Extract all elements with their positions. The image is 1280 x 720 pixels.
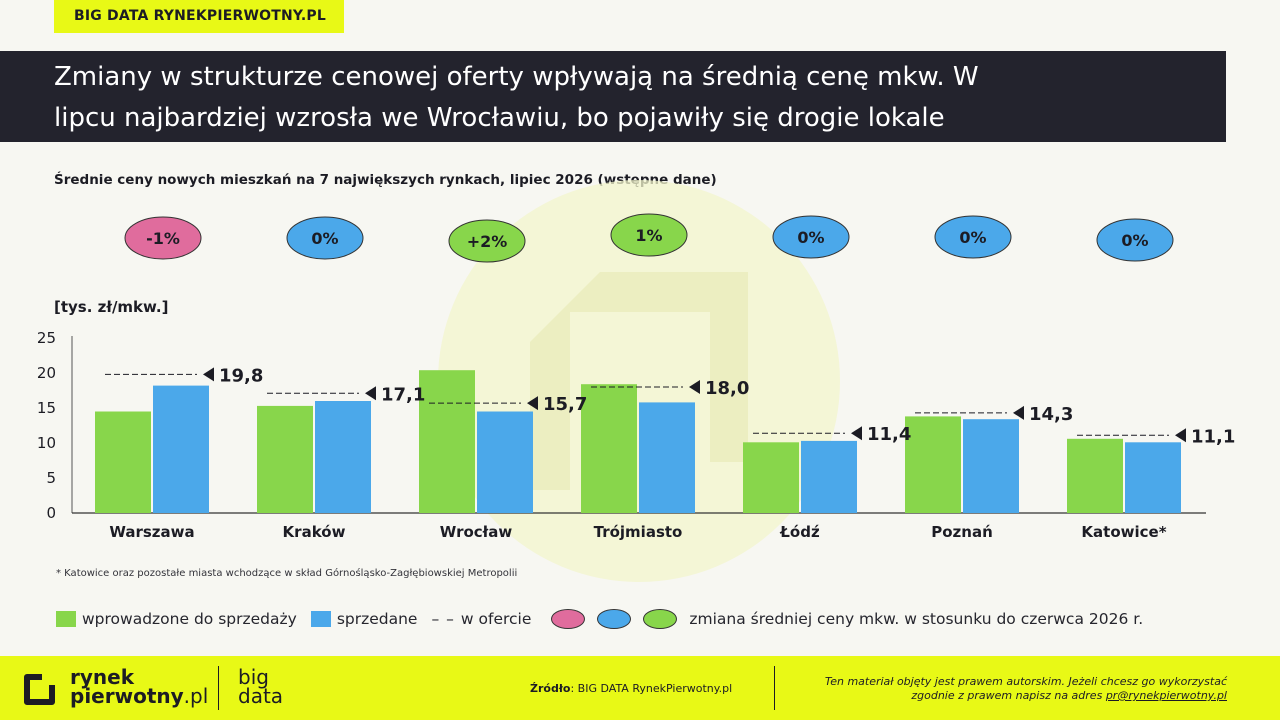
x-tick-label: Łódź [779,523,820,541]
y-tick-label: 0 [46,504,56,522]
offer-value-label: 14,3 [1029,404,1073,425]
change-badge [1096,218,1174,262]
legend-item-offer: – – w ofercie [431,610,531,628]
footer-separator-2 [774,666,775,710]
legend-swatch-green [56,611,76,627]
source-label: Źródło [530,682,571,695]
x-tick-label: Warszawa [109,523,194,541]
offer-marker [203,367,214,382]
brand-tag: BIG DATA RYNEKPIERWOTNY.PL [54,0,344,33]
copyright-note: Ten materiał objęty jest prawem autorski… [767,675,1227,703]
bar-introduced [743,442,799,513]
legend-label-sold: sprzedane [336,610,418,628]
x-tick-label: Poznań [931,523,993,541]
bar-sold [801,440,857,513]
legend-ellipse-blue [597,609,632,629]
source-text: : BIG DATA RynekPierwotny.pl [570,682,733,695]
legend-item-introduced: wprowadzone do sprzedaży [56,610,297,628]
bar-sold [477,411,533,513]
title-line-2: lipcu najbardziej wzrosła we Wrocławiu, … [54,103,945,133]
change-badge [610,213,688,257]
change-badge-label: 0% [959,228,986,247]
big-data-logo: big data [238,665,284,708]
legend-label-offer: w ofercie [460,610,532,628]
email-link[interactable]: pr@rynekpierwotny.pl [1105,689,1227,702]
offer-marker [689,380,700,394]
copyright-line-1: Ten materiał objęty jest prawem autorski… [824,675,1227,688]
big-data-line-1: big [238,665,269,689]
offer-value-label: 17,1 [381,384,425,405]
change-badge-label: +2% [467,232,508,251]
legend-label-change: zmiana średniej ceny mkw. w stosunku do … [689,610,1144,628]
y-tick-label: 15 [37,399,56,417]
footer-logo: rynek pierwotny.pl [70,665,209,708]
bar-introduced [1067,438,1123,513]
change-badge [772,215,850,259]
logo-line-2: pierwotny [70,684,184,708]
y-axis-label: [tys. zł/mkw.] [54,298,169,316]
big-data-line-2: data [238,684,284,708]
chart-legend: wprowadzone do sprzedaży sprzedane – – w… [56,605,1143,633]
offer-marker [1175,428,1186,443]
legend-swatch-blue [310,611,331,627]
change-badge-label: -1% [146,229,180,248]
offer-value-label: 15,7 [543,394,587,415]
bar-sold [1125,442,1181,513]
change-badge-label: 0% [1121,231,1148,250]
offer-value-label: 19,8 [219,365,263,386]
copyright-line-2: zgodnie z prawem napisz na adres [911,689,1106,702]
change-badge [124,216,202,260]
title-line-1: Zmiany w strukturze cenowej oferty wpływ… [54,62,979,92]
x-tick-label: Katowice* [1081,523,1166,541]
bar-chart: [tys. zł/mkw.] 0 5 10 15 20 25 19,8 Warszawa -1% 1… [37,213,1235,541]
bar-introduced [905,416,961,513]
legend-dash-symbol: – – [431,610,455,628]
x-tick-label: Wrocław [440,523,513,541]
legend-item-sold: sprzedane [310,610,418,628]
chart-subtitle: Średnie ceny nowych mieszkań na 7 najwię… [54,172,717,188]
offer-marker [1013,405,1024,420]
change-badge-label: 0% [797,228,824,247]
change-badge [448,219,526,263]
offer-marker [851,426,862,441]
bar-introduced [95,411,151,513]
offer-value-label: 11,4 [867,424,911,445]
change-badge-label: 1% [635,226,662,245]
legend-ellipse-pink [551,609,586,629]
offer-value-label: 18,0 [705,378,749,399]
bar-introduced [581,384,637,513]
legend-ellipse-green [643,609,678,629]
watermark-logo-icon [530,272,748,490]
page-title: Zmiany w strukturze cenowej oferty wpływ… [0,51,1226,142]
rynek-pierwotny-logo-icon [24,674,55,705]
y-tick-label: 5 [46,469,56,487]
bar-sold [315,401,371,513]
logo-suffix: .pl [183,684,209,708]
source-note: Źródło: BIG DATA RynekPierwotny.pl [530,682,732,695]
y-tick-label: 20 [37,364,56,382]
bar-introduced [257,405,313,513]
bar-introduced [419,370,475,513]
offer-value-label: 11,1 [1191,426,1235,447]
change-badge-label: 0% [311,229,338,248]
bar-sold [963,419,1019,513]
footer-separator [218,666,219,710]
bar-sold [639,402,695,513]
offer-marker [527,396,538,411]
y-tick-label: 25 [37,329,56,347]
x-tick-label: Trójmiasto [594,523,683,541]
legend-label-introduced: wprowadzone do sprzedaży [82,610,297,628]
footer: rynek pierwotny.pl big data Źródło: BIG … [0,656,1280,720]
y-tick-label: 10 [37,434,56,452]
x-tick-label: Kraków [283,523,346,541]
change-badge [286,216,364,260]
offer-marker [365,386,376,401]
change-badge [934,215,1012,259]
bar-sold [153,385,209,513]
logo-line-1: rynek [70,665,135,689]
footnote: * Katowice oraz pozostałe miasta wchodzą… [56,568,518,579]
